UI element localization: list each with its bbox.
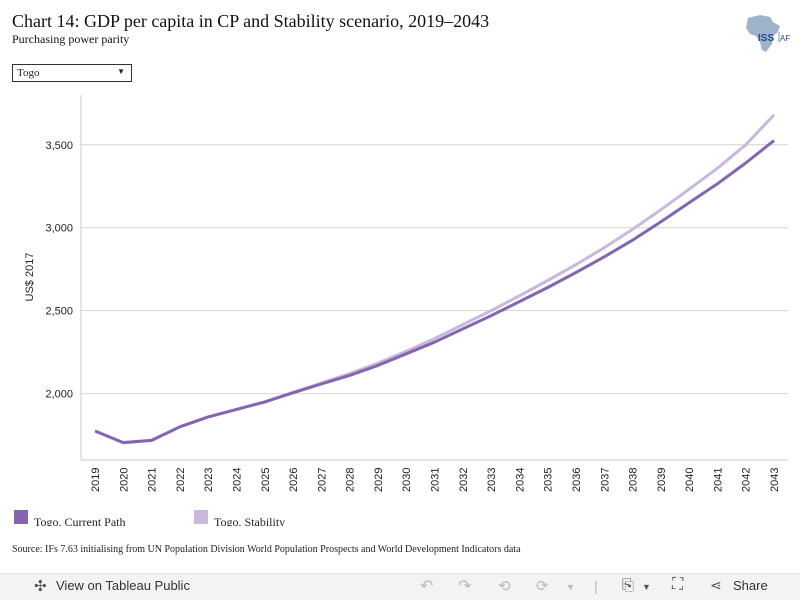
country-dropdown[interactable]: Togo ▼ [12,64,132,82]
iss-africa-logo: ISS AF [746,15,790,52]
x-tick-label: 2042 [741,468,753,492]
x-tick-label: 2023 [203,468,215,492]
chart-subtitle: Purchasing power parity [12,32,130,46]
download-menu-chevron-icon[interactable]: ▼ [642,582,651,592]
x-tick-label: 2033 [486,468,498,492]
x-tick-label: 2028 [345,468,357,492]
y-tick-labels: 2,000 2,500 3,000 3,500 [45,140,73,401]
legend-label-current-path: Togo, Current Path [34,515,126,526]
x-tick-label: 2025 [260,468,272,492]
legend-item-current-path[interactable]: Togo, Current Path [14,510,125,526]
tableau-toolbar: ✣ View on Tableau Public ↶ ↷ ⟲ ⟳ ▼ | ⎘ ▼… [0,573,800,600]
view-on-tableau-link[interactable]: View on Tableau Public [56,578,190,593]
logo-text-iss: ISS [758,33,774,44]
x-tick-label: 2019 [90,468,102,492]
y-tick-label: 3,500 [45,140,73,152]
x-tick-label: 2032 [458,468,470,492]
x-tick-label: 2024 [231,468,243,492]
legend-swatch-stability [194,510,208,524]
x-tick-label: 2040 [684,468,696,492]
x-tick-label: 2027 [316,468,328,492]
line-chart: 2,000 2,500 3,000 3,500 2019 2020 2021 2022 202… [45,95,788,492]
africa-map-icon [746,15,780,52]
legend-swatch-current-path [14,510,28,524]
x-tick-label: 2031 [430,468,442,492]
x-tick-label: 2039 [656,468,668,492]
country-dropdown-value: Togo [17,67,40,79]
share-button[interactable]: Share [733,578,768,593]
x-tick-label: 2021 [147,468,159,492]
toolbar-divider: | [594,578,598,594]
x-tick-label: 2041 [712,468,724,492]
legend-item-stability[interactable]: Togo, Stability [194,510,285,526]
logo-text-af: AF [780,34,790,43]
x-tick-label: 2037 [599,468,611,492]
undo-icon[interactable]: ↶ [420,578,434,595]
source-note: Source: IFs 7.63 initialising from UN Po… [12,544,521,555]
gridlines [81,144,788,395]
revert-icon[interactable]: ⟲ [498,578,511,595]
x-tick-label: 2035 [543,468,555,492]
x-tick-label: 2034 [514,468,526,492]
x-tick-label: 2022 [175,468,187,492]
refresh-icon[interactable]: ⟳ [536,578,549,595]
y-tick-label: 2,000 [45,389,73,401]
tableau-logo-icon: ✣ [34,578,47,595]
x-tick-label: 2043 [769,468,781,492]
series-lines [94,113,776,445]
y-tick-label: 2,500 [45,306,73,318]
legend-label-stability: Togo, Stability [214,515,286,526]
refresh-menu-chevron-icon[interactable]: ▼ [566,582,575,592]
chevron-down-icon: ▼ [117,67,125,76]
share-icon[interactable]: ⋖ [710,577,722,593]
x-tick-label: 2036 [571,468,583,492]
x-tick-label: 2038 [628,468,640,492]
fullscreen-icon[interactable]: ⛶ [672,576,684,593]
series-line-current-path [94,139,775,445]
x-tick-label: 2020 [118,468,130,492]
redo-icon[interactable]: ↷ [458,578,472,595]
x-tick-label: 2029 [373,468,385,492]
y-tick-label: 3,000 [45,223,73,235]
x-tick-labels: 2019 2020 2021 2022 2023 2024 2025 2026 2027 2028… [90,468,781,492]
x-tick-label: 2030 [401,468,413,492]
chart-title: Chart 14: GDP per capita in CP and Stabi… [12,11,490,31]
x-tick-label: 2026 [288,468,300,492]
download-icon[interactable]: ⎘ [622,577,635,594]
